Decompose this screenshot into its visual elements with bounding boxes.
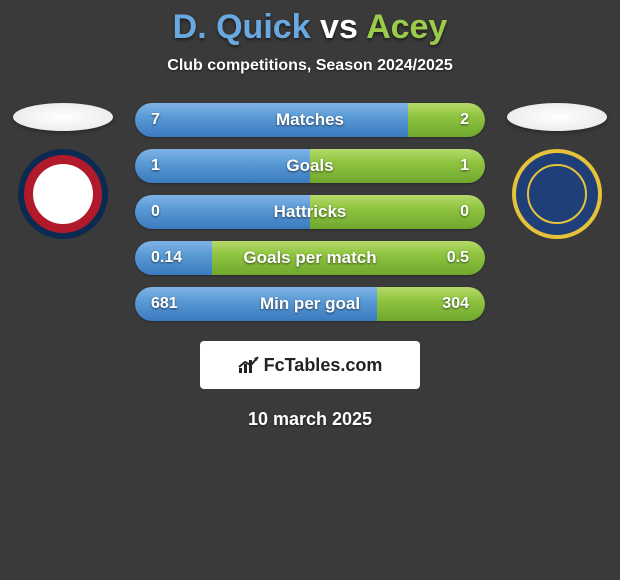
chart-icon (238, 356, 260, 374)
stat-bar: 11Goals (135, 149, 485, 183)
page-title: D. Quick vs Acey (0, 8, 620, 47)
stat-bar-left-fill (135, 149, 310, 183)
player1-avatar-placeholder (13, 103, 113, 131)
stat-value-right: 0 (460, 203, 469, 221)
stat-value-left: 681 (151, 295, 178, 313)
stat-value-left: 0.14 (151, 249, 182, 267)
stat-bar-right-fill (310, 149, 485, 183)
stat-bar-right-fill (212, 241, 485, 275)
right-side-column (507, 103, 607, 239)
crest-left-inner (33, 164, 93, 224)
stat-bar-left-fill (135, 103, 408, 137)
player2-avatar-placeholder (507, 103, 607, 131)
stat-bar: 00Hattricks (135, 195, 485, 229)
date: 10 march 2025 (0, 409, 620, 430)
stat-value-left: 0 (151, 203, 160, 221)
stat-bar: 0.140.5Goals per match (135, 241, 485, 275)
comparison-card: D. Quick vs Acey Club competitions, Seas… (0, 0, 620, 430)
player1-club-crest (18, 149, 108, 239)
stat-bar-right-fill (310, 195, 485, 229)
stat-bar-left-fill (135, 195, 310, 229)
left-side-column (13, 103, 113, 239)
title-player2: Acey (366, 8, 447, 46)
watermark-text: FcTables.com (264, 355, 383, 376)
player2-club-crest (512, 149, 602, 239)
watermark: FcTables.com (200, 341, 420, 389)
stat-value-right: 2 (460, 111, 469, 129)
stats-column: 72Matches11Goals00Hattricks0.140.5Goals … (135, 103, 485, 321)
stat-value-right: 1 (460, 157, 469, 175)
title-player1: D. Quick (173, 8, 311, 46)
crest-right-inner (527, 164, 587, 224)
stat-value-left: 1 (151, 157, 160, 175)
stat-bar: 72Matches (135, 103, 485, 137)
stat-value-left: 7 (151, 111, 160, 129)
stat-value-right: 0.5 (447, 249, 469, 267)
stat-bar-right-fill (408, 103, 485, 137)
title-vs: vs (320, 8, 358, 46)
stat-bar: 681304Min per goal (135, 287, 485, 321)
subtitle: Club competitions, Season 2024/2025 (0, 57, 620, 75)
main-area: 72Matches11Goals00Hattricks0.140.5Goals … (0, 103, 620, 321)
stat-value-right: 304 (442, 295, 469, 313)
